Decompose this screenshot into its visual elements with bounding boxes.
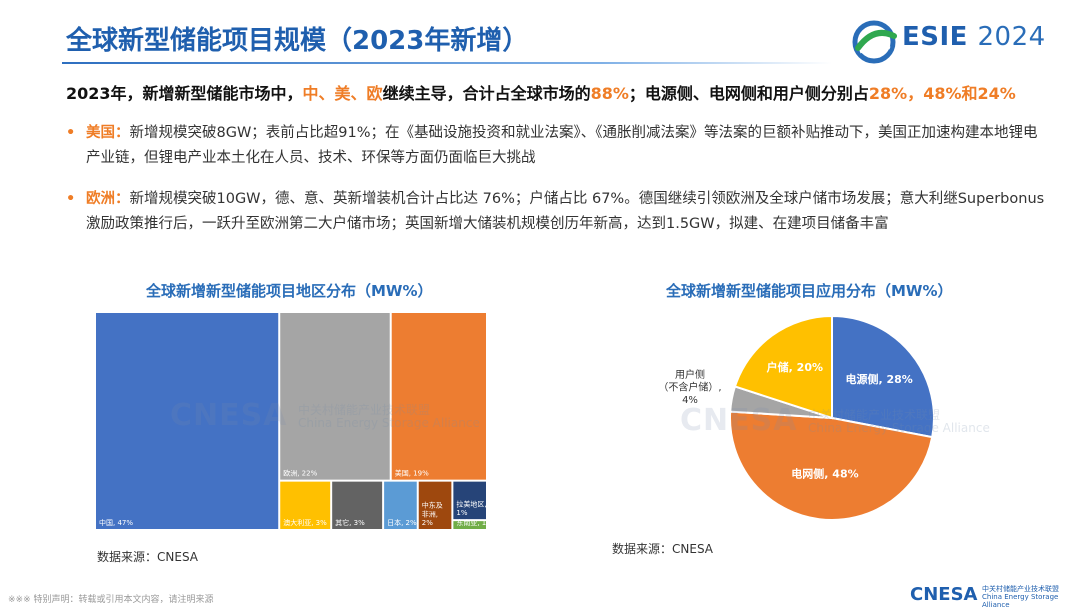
treemap-label-东南亚: 东南亚, 1% (456, 518, 493, 527)
bullet-label: 美国： (86, 125, 130, 141)
treemap-label-美国: 美国, 19% (395, 469, 429, 478)
summary-highlight-split: 28%，48%和24% (868, 84, 1016, 103)
summary-part-1: 2023年，新增新型储能市场中， (66, 84, 303, 103)
summary-part-3: ；电源侧、电网侧和用户侧分别占 (628, 84, 869, 103)
esie-logo-icon (852, 20, 897, 64)
summary-part-2: 继续主导，合计占全球市场的 (382, 84, 591, 103)
esie-logo (852, 20, 897, 64)
summary-line: 2023年，新增新型储能市场中，中、美、欧继续主导，合计占全球市场的88%；电源… (66, 80, 1016, 104)
logo-year: 2024 (977, 22, 1046, 52)
pie-slice-户储 (733, 314, 833, 420)
bullet-dot: • (66, 125, 76, 141)
treemap-label-中国: 中国, 47% (99, 518, 133, 527)
summary-highlight-share: 88% (590, 84, 629, 103)
treemap-cell-中国 (96, 313, 279, 529)
pie-label-电网侧: 电网侧, 48% (791, 467, 858, 481)
pie-slice-电源侧 (831, 314, 935, 439)
bullet-dot: • (66, 191, 76, 207)
treemap-label-澳大利亚: 澳大利亚, 3% (283, 518, 327, 527)
treemap-cell-中东及非洲 (418, 481, 452, 529)
treemap-label-拉美地区: 拉美地区, 1% (456, 499, 486, 517)
treemap-cell-日本 (384, 481, 417, 529)
title-underline (62, 62, 832, 64)
page-title: 全球新型储能项目规模（2023年新增） (66, 26, 529, 56)
treemap-cell-美国 (391, 313, 486, 480)
treemap-label-中东及非洲: 中东及非洲, 2% (422, 501, 443, 528)
footer-logo: CNESA (910, 584, 978, 605)
region-treemap: 中国, 47% 欧洲, 22% 美国, 19% 澳大利亚, 3% 其它, 3% 日本, 2… (96, 313, 493, 529)
treemap-title: 全球新增新型储能项目地区分布（MW%） (146, 282, 433, 300)
treemap-cell-澳大利亚 (280, 481, 331, 529)
pie-label-用户侧（不含户储）: 用户侧（不含户储）, 4% (658, 368, 721, 406)
bullet-text: 新增规模突破10GW，德、意、英新增装机合计占比达 76%；户储占比 67%。德… (86, 191, 1045, 232)
logo-name: ESIE (902, 22, 968, 52)
bullet-text: 新增规模突破8GW；表前占比超91%；在《基础设施投资和就业法案》、《通胀削减法… (86, 125, 1038, 166)
treemap-label-日本: 日本, 2% (387, 518, 417, 527)
treemap-source: 数据来源：CNESA (97, 550, 198, 564)
pie-label-户储: 户储, 20% (767, 360, 823, 374)
summary-highlight-regions: 中、美、欧 (302, 84, 383, 103)
bullet-label: 欧洲： (86, 191, 130, 207)
treemap-cell-其它 (332, 481, 383, 529)
treemap-label-其它: 其它, 3% (335, 518, 365, 527)
treemap-cell-拉美地区 (453, 481, 486, 520)
treemap-label-欧洲: 欧洲, 22% (283, 469, 317, 478)
bullet-usa: • 美国：新增规模突破8GW；表前占比超91%；在《基础设施投资和就业法案》、《… (66, 121, 1046, 171)
pie-title: 全球新增新型储能项目应用分布（MW%） (666, 282, 953, 300)
esie-logo-text: ESIE 2024 (902, 22, 1046, 52)
disclaimer: ※※※ 特别声明：转载或引用本文内容，请注明来源 (8, 595, 214, 605)
bullet-europe: • 欧洲：新增规模突破10GW，德、意、英新增装机合计占比达 76%；户储占比 … (66, 187, 1046, 237)
footer-logo-sub: 中关村储能产业技术联盟 China Energy Storage Alliance (982, 585, 1059, 609)
treemap-cell-东南亚 (453, 521, 486, 529)
pie-slice-电网侧 (729, 410, 934, 521)
pie-source: 数据来源：CNESA (612, 542, 713, 556)
application-pie: 电源侧, 28% 电网侧, 48% 用户侧（不含户储）, 4% 户储, 20% (658, 314, 935, 521)
treemap-cell-欧洲 (280, 313, 390, 480)
pie-label-电源侧: 电源侧, 28% (845, 372, 912, 386)
